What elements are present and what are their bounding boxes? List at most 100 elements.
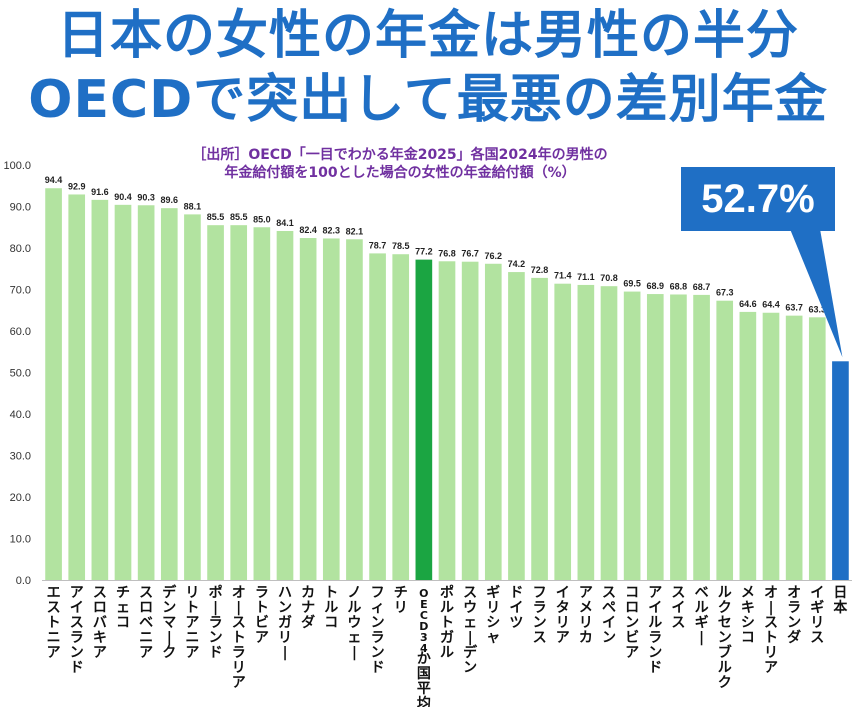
data-label: 85.5 bbox=[207, 212, 225, 222]
callout-pointer bbox=[790, 229, 843, 358]
bar bbox=[739, 311, 757, 580]
bar bbox=[322, 238, 340, 580]
y-tick-label: 10.0 bbox=[10, 534, 31, 546]
bar bbox=[438, 261, 456, 580]
bar bbox=[230, 225, 248, 581]
y-tick-label: 30.0 bbox=[10, 451, 31, 463]
category-label: 日本 bbox=[833, 585, 848, 616]
data-label: 71.4 bbox=[554, 271, 572, 281]
data-label: 76.8 bbox=[438, 248, 456, 258]
data-label: 68.8 bbox=[670, 281, 688, 291]
data-label: 90.3 bbox=[137, 192, 155, 202]
bar bbox=[45, 188, 62, 581]
bar bbox=[346, 239, 363, 580]
bar bbox=[623, 291, 641, 580]
data-label: 89.6 bbox=[161, 195, 179, 205]
bar bbox=[91, 199, 109, 581]
category-label: オランダ bbox=[787, 585, 801, 646]
category-label: スロベニア bbox=[139, 585, 153, 661]
bar bbox=[299, 238, 317, 581]
y-tick-label: 90.0 bbox=[10, 202, 31, 214]
bar bbox=[832, 361, 849, 580]
y-tick-label: 70.0 bbox=[10, 285, 31, 297]
bar bbox=[392, 254, 410, 580]
category-label: アイルランド bbox=[648, 585, 662, 676]
category-label: スロバキア bbox=[93, 585, 107, 661]
data-label: 77.2 bbox=[415, 247, 433, 257]
source-note-line2: 年金給付額を100とした場合の女性の年金給付額（%） bbox=[224, 165, 576, 181]
data-label: 69.5 bbox=[623, 279, 641, 289]
bar bbox=[808, 317, 826, 580]
bar bbox=[184, 214, 201, 580]
category-label: スウェ|デン bbox=[463, 585, 478, 676]
y-tick-label: 0.0 bbox=[16, 575, 31, 587]
bar bbox=[670, 294, 687, 580]
bar bbox=[253, 227, 271, 580]
bar bbox=[554, 283, 572, 580]
category-label: フィンランド bbox=[371, 585, 385, 676]
category-label: スペイン bbox=[602, 585, 616, 646]
category-label: オ|ストラリア bbox=[232, 585, 246, 691]
bar bbox=[508, 272, 525, 580]
category-label: イギリス bbox=[810, 585, 824, 646]
category-label: O E C D 3 4 か国平均 bbox=[417, 587, 431, 707]
data-label: 70.8 bbox=[600, 273, 618, 283]
category-label: フランス bbox=[533, 585, 547, 646]
category-label: トルコ bbox=[324, 585, 338, 631]
data-label: 82.1 bbox=[346, 226, 364, 236]
bar bbox=[762, 312, 780, 580]
category-label: ポ|ランド bbox=[209, 584, 223, 661]
data-label: 88.1 bbox=[184, 201, 202, 211]
data-label: 71.1 bbox=[577, 272, 595, 282]
category-label: ハンガリ| bbox=[278, 585, 292, 661]
category-label: リトアニア bbox=[185, 585, 199, 661]
bar bbox=[693, 294, 710, 580]
data-label: 64.4 bbox=[762, 300, 780, 310]
category-label: オ|ストリア bbox=[764, 585, 778, 676]
data-label: 78.7 bbox=[369, 240, 387, 250]
category-label: メキシコ bbox=[741, 585, 755, 646]
category-label: ギリシャ bbox=[486, 584, 500, 646]
data-label: 85.0 bbox=[253, 214, 271, 224]
category-label: チェコ bbox=[116, 585, 130, 631]
bar bbox=[68, 194, 86, 580]
data-label: 67.3 bbox=[716, 288, 734, 298]
data-label: 91.6 bbox=[91, 187, 109, 197]
category-label: ルクセンブルク bbox=[718, 585, 732, 691]
bar bbox=[716, 300, 734, 580]
data-label: 74.2 bbox=[508, 259, 526, 269]
y-tick-label: 50.0 bbox=[10, 368, 31, 380]
y-tick-label: 60.0 bbox=[10, 326, 31, 338]
bar bbox=[415, 259, 433, 580]
category-label: イタリア bbox=[556, 585, 570, 646]
page-title-line2: OECDで突出して最悪の差別年金 bbox=[28, 70, 828, 130]
source-note-line1: ［出所］OECD「一目でわかる年金2025」各国2024年の男性の bbox=[192, 147, 608, 163]
data-label: 84.1 bbox=[276, 218, 294, 228]
data-label: 64.6 bbox=[739, 299, 757, 309]
data-label: 68.9 bbox=[647, 281, 665, 291]
bar bbox=[160, 208, 178, 580]
bar bbox=[600, 286, 618, 580]
bar bbox=[137, 205, 155, 580]
data-label: 63.7 bbox=[785, 303, 803, 313]
bar bbox=[276, 230, 294, 581]
category-label: アイスランド bbox=[70, 585, 84, 676]
category-label: チリ bbox=[394, 585, 408, 616]
data-label: 82.3 bbox=[323, 225, 341, 235]
y-tick-label: 80.0 bbox=[10, 243, 31, 255]
bar bbox=[114, 204, 132, 580]
bar bbox=[531, 277, 548, 580]
data-label: 90.4 bbox=[114, 192, 132, 202]
bar bbox=[646, 294, 664, 580]
category-label: ドイツ bbox=[509, 585, 523, 631]
data-label: 63.3 bbox=[809, 304, 827, 314]
category-label: カナダ bbox=[301, 585, 315, 631]
bar bbox=[577, 284, 595, 580]
bar bbox=[461, 261, 479, 580]
bar bbox=[369, 253, 386, 580]
category-label: ベルギ| bbox=[695, 585, 709, 646]
data-label: 72.8 bbox=[531, 265, 549, 275]
data-label: 76.2 bbox=[485, 251, 503, 261]
data-label: 82.4 bbox=[299, 225, 317, 235]
